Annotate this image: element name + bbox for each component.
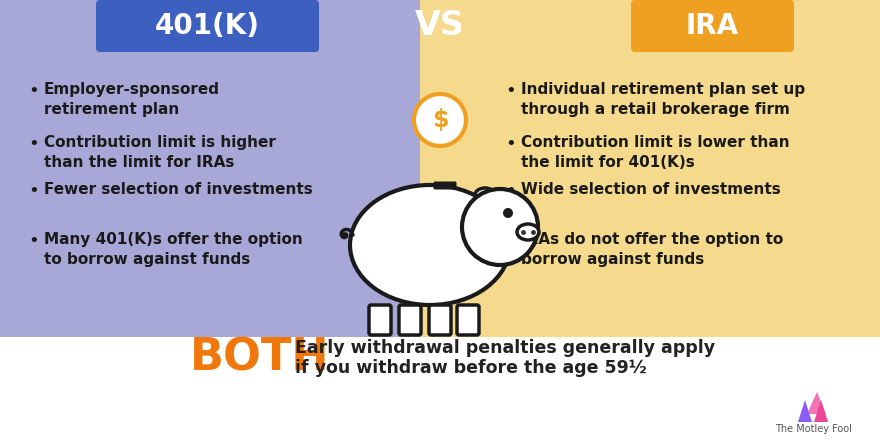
Text: BOTH: BOTH: [190, 337, 330, 379]
Circle shape: [414, 94, 466, 146]
Text: Early withdrawal penalties generally apply: Early withdrawal penalties generally app…: [295, 339, 715, 357]
Circle shape: [503, 208, 513, 218]
Text: •: •: [28, 135, 39, 153]
Polygon shape: [814, 400, 828, 422]
Text: Individual retirement plan set up
through a retail brokerage firm: Individual retirement plan set up throug…: [521, 82, 805, 117]
Text: IRAs do not offer the option to
borrow against funds: IRAs do not offer the option to borrow a…: [521, 232, 783, 268]
Text: IRA: IRA: [686, 12, 739, 40]
Polygon shape: [798, 400, 812, 422]
FancyBboxPatch shape: [434, 181, 457, 190]
Ellipse shape: [475, 188, 495, 202]
Text: Contribution limit is lower than
the limit for 401(K)s: Contribution limit is lower than the lim…: [521, 135, 789, 170]
Text: Fewer selection of investments: Fewer selection of investments: [44, 182, 312, 197]
Ellipse shape: [350, 185, 510, 305]
Text: •: •: [28, 232, 39, 250]
Text: •: •: [505, 135, 516, 153]
FancyBboxPatch shape: [96, 0, 319, 52]
Text: •: •: [505, 232, 516, 250]
FancyBboxPatch shape: [631, 0, 794, 52]
Text: •: •: [505, 182, 516, 200]
Text: if you withdraw before the age 59½: if you withdraw before the age 59½: [295, 359, 647, 377]
Bar: [420, 0, 880, 339]
Ellipse shape: [517, 224, 539, 240]
Circle shape: [462, 189, 538, 265]
Text: Employer-sponsored
retirement plan: Employer-sponsored retirement plan: [44, 82, 220, 117]
Text: VS: VS: [415, 8, 465, 41]
Polygon shape: [807, 392, 826, 414]
Text: 401(K): 401(K): [155, 12, 260, 40]
FancyBboxPatch shape: [399, 305, 421, 335]
Text: Contribution limit is higher
than the limit for IRAs: Contribution limit is higher than the li…: [44, 135, 275, 170]
Text: •: •: [28, 182, 39, 200]
Text: The Motley Fool: The Motley Fool: [774, 424, 852, 434]
Text: Wide selection of investments: Wide selection of investments: [521, 182, 781, 197]
FancyBboxPatch shape: [369, 305, 391, 335]
Bar: [0, 337, 880, 440]
Text: Many 401(K)s offer the option
to borrow against funds: Many 401(K)s offer the option to borrow …: [44, 232, 303, 268]
Text: $: $: [432, 108, 448, 132]
Text: •: •: [505, 82, 516, 100]
FancyBboxPatch shape: [429, 305, 451, 335]
Bar: [0, 0, 460, 339]
FancyBboxPatch shape: [457, 305, 479, 335]
Text: •: •: [28, 82, 39, 100]
